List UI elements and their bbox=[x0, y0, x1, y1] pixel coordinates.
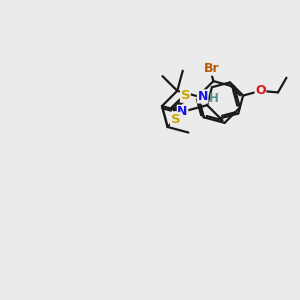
Text: N: N bbox=[197, 90, 208, 103]
Text: H: H bbox=[209, 92, 219, 105]
Text: S: S bbox=[181, 89, 190, 102]
Text: O: O bbox=[255, 84, 266, 98]
Text: S: S bbox=[170, 112, 180, 126]
Text: N: N bbox=[177, 105, 188, 118]
Text: Br: Br bbox=[204, 62, 219, 75]
